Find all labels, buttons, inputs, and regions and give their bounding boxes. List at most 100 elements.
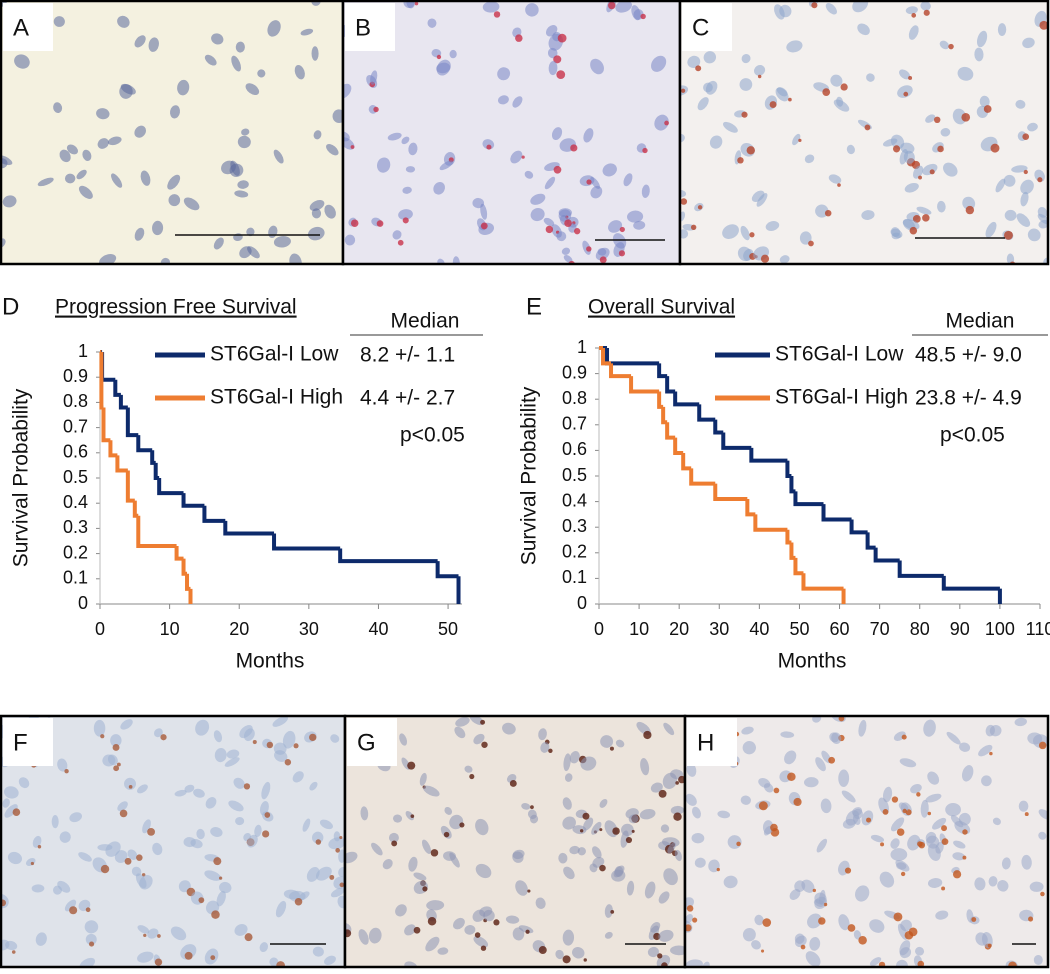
cell xyxy=(825,3,837,15)
survival-step xyxy=(801,573,844,591)
cell xyxy=(376,157,391,173)
cell xyxy=(957,66,974,81)
stain xyxy=(675,781,679,785)
cell xyxy=(274,750,288,762)
survival-step xyxy=(338,548,438,564)
survival-step xyxy=(713,419,724,435)
label-box xyxy=(3,3,53,51)
cell xyxy=(890,838,900,849)
stain xyxy=(582,812,590,820)
cell xyxy=(852,1,869,13)
stain xyxy=(198,897,205,904)
cell xyxy=(985,221,997,238)
tissue-bg xyxy=(1,1,343,264)
cell xyxy=(923,719,936,737)
y-tick-label: 0.4 xyxy=(562,490,587,510)
cell xyxy=(899,69,911,80)
cell xyxy=(221,160,236,175)
cell xyxy=(267,20,281,37)
stain xyxy=(69,906,78,915)
cell xyxy=(995,178,1006,193)
cell xyxy=(663,722,675,736)
survival-step xyxy=(749,447,788,463)
cell xyxy=(900,919,912,932)
stain xyxy=(548,748,553,753)
cell xyxy=(449,852,460,868)
cell xyxy=(890,817,905,832)
stain xyxy=(878,961,886,967)
cell xyxy=(670,805,685,815)
survival-step xyxy=(629,376,660,394)
y-tick-label: 0.4 xyxy=(63,492,88,512)
stain xyxy=(989,751,993,756)
stain xyxy=(293,743,299,749)
x-tick-label: 60 xyxy=(830,619,850,639)
cell xyxy=(235,41,245,53)
cell xyxy=(852,807,863,816)
stain xyxy=(866,817,872,823)
cell xyxy=(857,23,870,36)
y-tick-label: 0.1 xyxy=(562,567,587,587)
cell xyxy=(899,758,917,768)
cell xyxy=(654,114,669,131)
survival-step xyxy=(793,491,824,507)
cell xyxy=(190,839,203,849)
stain xyxy=(962,829,968,835)
cell xyxy=(93,719,106,737)
stain xyxy=(243,783,251,790)
cell xyxy=(1,155,13,166)
cell xyxy=(289,253,302,264)
cell xyxy=(66,144,78,155)
stain xyxy=(345,929,352,938)
cell xyxy=(312,946,324,957)
stain xyxy=(678,775,685,784)
cell xyxy=(830,74,843,87)
stain xyxy=(952,870,962,879)
stain xyxy=(1037,177,1043,183)
stain xyxy=(631,829,635,833)
cell xyxy=(794,933,805,944)
cell xyxy=(691,832,705,844)
stain xyxy=(793,797,802,807)
tissue-bg xyxy=(680,1,1048,264)
cell xyxy=(53,16,65,27)
cell xyxy=(134,227,145,241)
cell xyxy=(315,866,332,881)
cell xyxy=(667,842,676,854)
cell xyxy=(569,845,580,855)
stain xyxy=(716,867,720,872)
cell xyxy=(371,842,383,856)
cell xyxy=(545,25,558,37)
cell xyxy=(602,163,617,177)
cell xyxy=(137,925,150,934)
cell xyxy=(717,810,731,819)
cell xyxy=(870,834,885,843)
stain xyxy=(983,105,992,113)
cell xyxy=(114,850,128,863)
cell xyxy=(1027,122,1038,132)
tissue-bg xyxy=(1,716,345,967)
cell xyxy=(473,936,489,948)
stain xyxy=(339,835,343,840)
cell xyxy=(740,795,751,805)
x-tick-label: 40 xyxy=(368,619,388,639)
cell xyxy=(583,128,594,143)
cell xyxy=(464,925,476,935)
cell xyxy=(216,890,226,907)
stain xyxy=(521,155,525,159)
cell xyxy=(756,193,768,207)
cell xyxy=(742,927,756,942)
cell xyxy=(639,809,656,820)
cell xyxy=(903,150,915,164)
cell xyxy=(302,818,311,832)
x-tick-label: 0 xyxy=(95,619,105,639)
cell xyxy=(959,742,971,752)
stain xyxy=(948,43,954,50)
label-box xyxy=(345,3,395,51)
cell xyxy=(309,781,318,791)
stain xyxy=(692,917,698,923)
survival-step xyxy=(873,547,900,563)
cell xyxy=(239,725,253,739)
survival-step xyxy=(181,558,188,576)
